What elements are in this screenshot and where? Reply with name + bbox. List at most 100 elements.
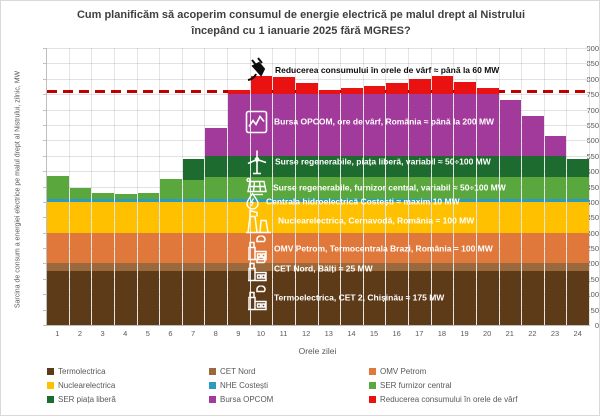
annotation-2: Surse regenerabile, piața liberă, variab… (245, 149, 491, 175)
segment-nhe-coste-ti-h1 (47, 198, 69, 202)
segment-reducerea-consumului-n-orele-de-v-rf-h15 (363, 86, 386, 95)
segment-ser-pia-a-liber--h7 (182, 158, 205, 181)
segment-omv-petrom-h15 (363, 232, 386, 264)
x-tick-4: 4 (123, 329, 128, 338)
legend-label: NHE Costești (220, 381, 269, 390)
legend-item-omv-petrom: OMV Petrom (369, 367, 577, 376)
segment-ser-pia-a-liber--h11 (273, 155, 295, 178)
segment-omv-petrom-h9 (228, 232, 250, 264)
segment-termoelectrica-h24 (567, 271, 589, 325)
segment-nhe-coste-ti-h22 (522, 198, 544, 202)
annotations-layer: Reducerea consumului în orele de vârf ≈ … (47, 48, 590, 325)
segment-ser-furnizor-central-h18 (431, 177, 454, 199)
annotation-1: Bursa OPCOM, ore de vârf, România ≈ până… (245, 108, 494, 135)
segment-bursa-opcom-h8 (205, 128, 227, 156)
y-tick-100: 100 (586, 290, 599, 300)
bar-hour-7 (182, 48, 206, 325)
segment-termoelectrica-h21 (499, 271, 522, 325)
bar-hour-11 (273, 48, 296, 325)
segment-nuclearelectrica-h19 (454, 201, 476, 233)
y-tickmark-750 (43, 94, 46, 96)
segment-bursa-opcom-h16 (386, 94, 408, 156)
segment-ser-pia-a-liber--h23 (544, 155, 567, 178)
segment-nhe-coste-ti-h4 (114, 198, 137, 202)
segment-ser-furnizor-central-h14 (341, 177, 363, 199)
segment-bursa-opcom-h10 (250, 94, 273, 156)
segment-omv-petrom-h7 (182, 232, 205, 264)
segment-nhe-coste-ti-h8 (205, 198, 227, 202)
x-tick-16: 16 (392, 329, 401, 338)
segment-ser-pia-a-liber--h13 (318, 155, 341, 178)
x-tick-17: 17 (415, 329, 424, 338)
segment-nuclearelectrica-h4 (114, 201, 137, 233)
bar-hour-13 (318, 48, 342, 325)
bar-hour-21 (499, 48, 523, 325)
segment-termoelectrica-h4 (114, 271, 137, 325)
x-tick-5: 5 (145, 329, 150, 338)
annotation-4: Centrala hidroelectrică Costești ≈ maxim… (245, 192, 460, 210)
y-tickmark-650 (43, 124, 46, 126)
y-tick-750: 750 (586, 90, 599, 100)
segment-reducerea-consumului-n-orele-de-v-rf-h9 (228, 89, 250, 95)
chart-legend: Termolectrica CET Nord OMV Petrom Nuclearel… (47, 367, 577, 404)
segment-omv-petrom-h10 (250, 232, 273, 264)
segment-cet-nord-h9 (228, 263, 250, 272)
x-tick-11: 11 (279, 329, 288, 338)
segment-nhe-coste-ti-h14 (341, 198, 363, 202)
segment-nhe-coste-ti-h20 (476, 198, 499, 202)
segment-nhe-coste-ti-h24 (567, 198, 589, 202)
annotation-label: CET Nord, Bălți ≈ 25 MW (274, 263, 373, 274)
legend-label: Bursa OPCOM (220, 395, 274, 404)
y-tickmark-450 (43, 186, 46, 188)
segment-nhe-coste-ti-h19 (454, 198, 476, 202)
segment-nuclearelectrica-h9 (228, 201, 250, 233)
segment-omv-petrom-h24 (567, 232, 589, 264)
segment-nuclearelectrica-h16 (386, 201, 408, 233)
segment-ser-pia-a-liber--h8 (205, 155, 227, 178)
segment-nuclearelectrica-h24 (567, 201, 589, 233)
segment-nuclearelectrica-h14 (341, 201, 363, 233)
y-tickmark-600 (43, 140, 46, 142)
segment-nuclearelectrica-h23 (544, 201, 567, 233)
segment-bursa-opcom-h23 (544, 135, 567, 156)
y-tick-450: 450 (586, 182, 599, 192)
segment-omv-petrom-h2 (69, 232, 92, 264)
segment-termoelectrica-h19 (454, 271, 476, 325)
segment-nhe-coste-ti-h15 (363, 198, 386, 202)
segment-cet-nord-h7 (182, 263, 205, 272)
legend-item-ser-furnizor-central: SER furnizor central (369, 381, 577, 390)
segment-omv-petrom-h21 (499, 232, 522, 264)
factory-icon (245, 256, 268, 282)
segment-bursa-opcom-h9 (228, 94, 250, 156)
segment-omv-petrom-h19 (454, 232, 476, 264)
y-tickmark-850 (43, 63, 46, 65)
legend-item-nhe-coste-ti: NHE Costești (209, 381, 369, 390)
bar-hour-14 (341, 48, 364, 325)
segment-nhe-coste-ti-h6 (160, 198, 182, 202)
bar-hour-18 (431, 48, 455, 325)
x-tick-21: 21 (505, 329, 514, 338)
segment-nuclearelectrica-h8 (205, 201, 227, 233)
segment-nhe-coste-ti-h7 (182, 198, 205, 202)
y-tick-550: 550 (586, 151, 599, 161)
bar-hour-4 (114, 48, 138, 325)
segment-nuclearelectrica-h6 (160, 201, 182, 233)
segment-nhe-coste-ti-h17 (409, 198, 431, 202)
legend-item-bursa-opcom: Bursa OPCOM (209, 395, 369, 404)
y-tick-50: 50 (590, 305, 599, 315)
wind-icon (245, 149, 269, 175)
segment-cet-nord-h13 (318, 263, 341, 272)
segment-reducerea-consumului-n-orele-de-v-rf-h17 (409, 78, 431, 95)
segment-cet-nord-h21 (499, 263, 522, 272)
annotation-label: Surse regenerabile, furnizor central, va… (273, 182, 506, 193)
y-tick-700: 700 (586, 105, 599, 115)
segment-omv-petrom-h14 (341, 232, 363, 264)
bar-hour-8 (205, 48, 228, 325)
segment-nuclearelectrica-h2 (69, 201, 92, 233)
segment-nuclearelectrica-h5 (137, 201, 160, 233)
y-tickmark-200 (43, 263, 46, 265)
segment-nhe-coste-ti-h16 (386, 198, 408, 202)
segment-nuclearelectrica-h3 (92, 201, 114, 233)
segment-termoelectrica-h23 (544, 271, 567, 325)
segment-bursa-opcom-h11 (273, 94, 295, 156)
